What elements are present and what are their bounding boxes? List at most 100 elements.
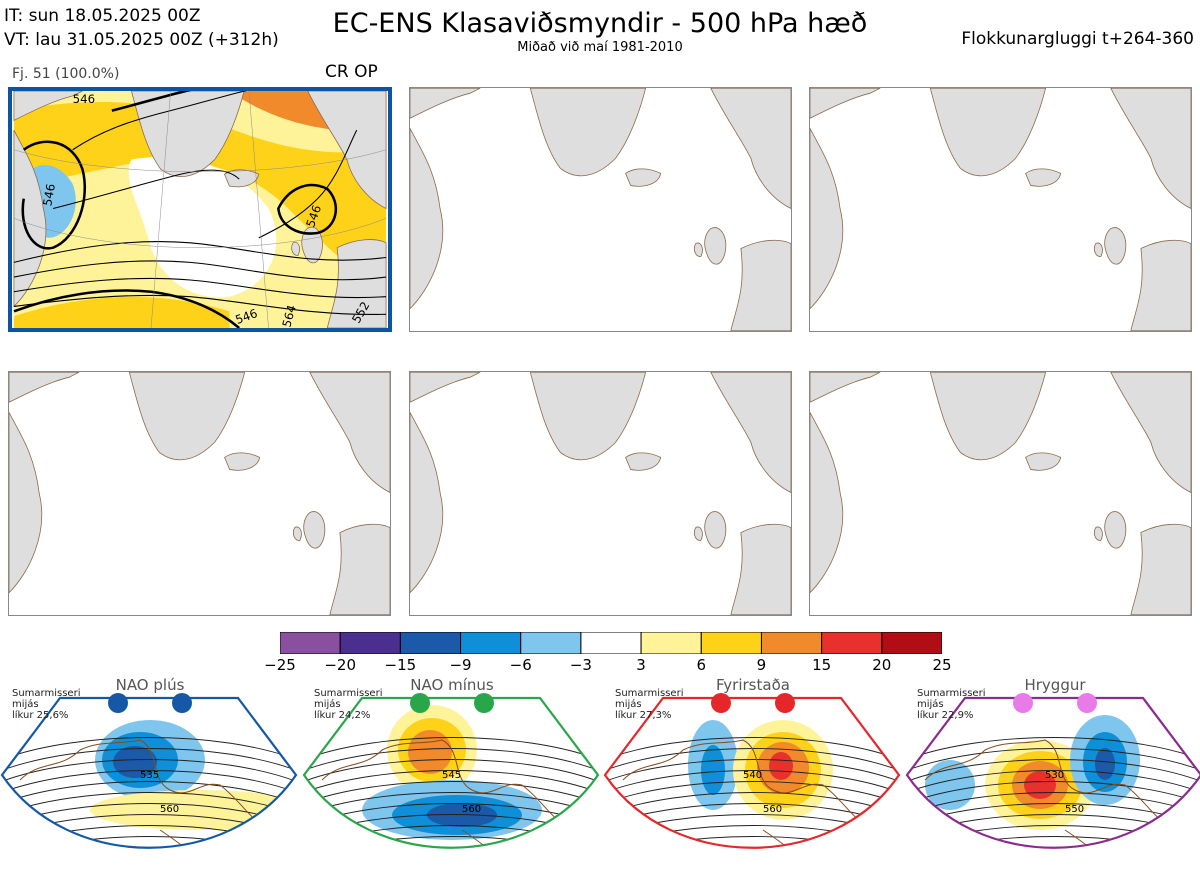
contour-label: 535 <box>140 770 159 781</box>
colorbar-swatch <box>881 631 943 655</box>
regime-panel: 545 560 575 NAO mínus Sumarmisseri mijás líkur… <box>302 676 600 871</box>
empty-map-panel <box>409 87 792 332</box>
empty-map-panel <box>809 87 1192 332</box>
regime-title: NAO plús <box>115 676 185 694</box>
page-title: EC-ENS Klasaviðsmyndir - 500 hPa hæð <box>332 8 868 39</box>
regime-note-line: mijás <box>314 699 341 710</box>
page-subtitle: Miðað við maí 1981-2010 <box>517 40 683 55</box>
header-dates: IT: sun 18.05.2025 00Z VT: lau 31.05.202… <box>4 4 279 52</box>
regime-marker <box>172 693 192 713</box>
colorbar-swatch <box>399 631 462 655</box>
anomaly-area <box>769 752 793 780</box>
height-contour <box>2 847 296 848</box>
height-contour <box>304 737 598 761</box>
contour-label: 560 <box>462 804 481 815</box>
height-contour <box>605 748 899 772</box>
colorbar-swatch <box>700 631 762 655</box>
height-contour <box>605 792 899 816</box>
height-contour <box>2 792 296 816</box>
regime-note: Sumarmisseri mijás líkur 27,3% <box>615 688 683 721</box>
height-contour <box>304 759 598 783</box>
regime-note-line: Sumarmisseri <box>314 688 383 699</box>
anomaly-area <box>1024 771 1056 799</box>
colorbar-swatch <box>279 631 341 655</box>
contour-label: 560 <box>160 804 179 815</box>
height-contour <box>2 759 296 783</box>
height-contour <box>304 770 598 794</box>
height-contour <box>603 859 901 871</box>
contour-label: 546 <box>73 92 95 106</box>
height-contour <box>605 836 899 848</box>
colorbar-tick-label: 6 <box>696 656 707 674</box>
colorbar-tick-label: −25 <box>264 656 296 674</box>
regime-panel: 535 560 NAO plús Sumarmisseri mijás líkur 25,… <box>0 676 298 870</box>
height-contour <box>605 737 899 761</box>
colorbar-tick-label: 9 <box>756 656 767 674</box>
height-contour <box>2 748 296 772</box>
colorbar-tick-label: 15 <box>812 656 832 674</box>
anomaly-area <box>1020 860 1050 870</box>
classification-window: Flokkunargluggi t+264-360 <box>961 29 1194 49</box>
regime-panel: 540 560 575 Fyrirstaða Sumarmisseri mijás líku… <box>603 676 901 871</box>
colorbar-swatch <box>520 631 582 655</box>
regime-note-line: líkur 25,6% <box>12 710 69 721</box>
height-contour <box>2 781 296 805</box>
height-contour <box>907 759 1200 783</box>
cluster-map: 546 546 546 546 564 552 <box>13 91 387 328</box>
colorbar-swatch <box>460 631 522 655</box>
height-contour <box>304 836 598 848</box>
height-contour <box>2 737 296 761</box>
cluster-code: CR OP <box>325 62 378 82</box>
colorbar-swatches <box>279 631 943 655</box>
anomaly-area <box>1095 748 1115 780</box>
contour-label: 540 <box>743 770 762 781</box>
height-contour <box>605 781 899 805</box>
height-contour <box>302 859 600 871</box>
height-contour <box>304 847 598 848</box>
regime-note: Sumarmisseri mijás líkur 22,9% <box>917 688 985 721</box>
valid-time: VT: lau 31.05.2025 00Z (+312h) <box>4 30 279 50</box>
height-contour <box>605 770 899 794</box>
contour-label: 545 <box>442 770 461 781</box>
regime-note-line: líkur 27,3% <box>615 710 672 721</box>
colorbar-tick-label: 3 <box>636 656 646 674</box>
regime-note-line: líkur 22,9% <box>917 710 974 721</box>
height-contour <box>2 770 296 794</box>
colorbar-swatch <box>339 631 401 655</box>
contour-label: 560 <box>763 804 782 815</box>
regime-marker <box>775 693 795 713</box>
height-contour <box>907 792 1200 816</box>
empty-map-panel <box>409 371 792 616</box>
height-contour <box>2 836 296 848</box>
regime-note-line: Sumarmisseri <box>12 688 81 699</box>
colorbar-tick-label: 20 <box>872 656 892 674</box>
regime-title: Fyrirstaða <box>716 676 790 694</box>
regime-outline <box>0 696 298 849</box>
colorbar-tick-label: −20 <box>324 656 356 674</box>
regime-note: Sumarmisseri mijás líkur 25,6% <box>12 688 80 721</box>
regime-map: 535 560 <box>0 693 298 849</box>
regime-marker <box>1077 693 1097 713</box>
regime-note-line: Sumarmisseri <box>615 688 684 699</box>
height-contour <box>907 836 1200 848</box>
colorbar-swatch <box>821 631 883 655</box>
height-contour <box>907 737 1200 761</box>
colorbar-swatch <box>580 631 642 655</box>
height-contour <box>907 770 1200 794</box>
regime-marker <box>108 693 128 713</box>
height-contour <box>907 748 1200 772</box>
regime-marker <box>711 693 731 713</box>
height-contour <box>605 847 899 848</box>
regime-panel: 530 550 575 Hryggur Sumarmisseri mijás líkur 2… <box>905 676 1200 870</box>
regime-note: Sumarmisseri mijás líkur 24,2% <box>314 688 382 721</box>
regime-note-line: mijás <box>12 699 39 710</box>
colorbar-tick-label: 25 <box>932 656 952 674</box>
regime-note-line: mijás <box>615 699 642 710</box>
empty-map-panel <box>809 371 1192 616</box>
regime-note-line: mijás <box>917 699 944 710</box>
height-contour <box>304 748 598 772</box>
height-contour <box>304 792 598 816</box>
